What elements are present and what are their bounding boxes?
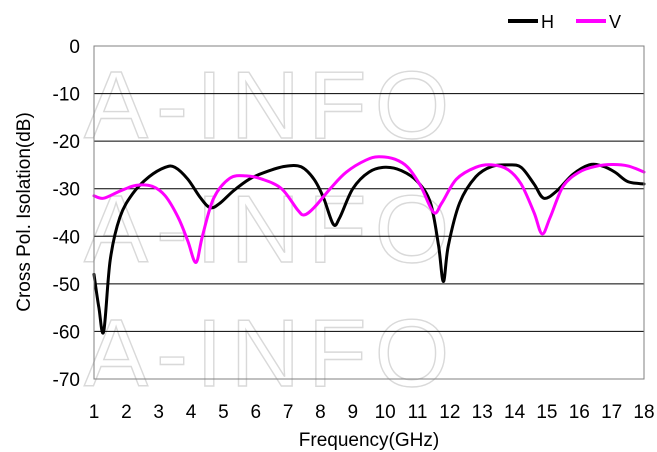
x-tick-label-3: 4 xyxy=(186,402,197,423)
watermark-layer: A-INFO A-INFO A-INFO xyxy=(83,51,457,407)
x-axis-title: Frequency(GHz) xyxy=(299,430,439,451)
x-tick-label-12: 13 xyxy=(472,402,493,423)
x-tick-label-11: 12 xyxy=(439,402,460,423)
plot-area-border xyxy=(93,45,645,380)
x-tick-label-6: 7 xyxy=(283,402,294,423)
y-tick-label-3: -30 xyxy=(53,180,80,201)
legend-label-h: H xyxy=(541,12,554,32)
x-tick-label-8: 9 xyxy=(348,402,359,423)
watermark-text-bottom: A-INFO xyxy=(84,300,457,407)
series-line-v xyxy=(92,155,646,265)
y-tick-label-7: -70 xyxy=(53,370,80,391)
x-tick-label-14: 15 xyxy=(536,402,557,423)
series-layer xyxy=(92,155,646,335)
x-tick-label-15: 16 xyxy=(569,402,590,423)
x-tick-label-4: 5 xyxy=(218,402,229,423)
x-tick-label-0: 1 xyxy=(89,402,100,423)
watermark-text-top: A-INFO xyxy=(84,52,457,159)
y-tick-label-6: -60 xyxy=(53,322,80,343)
y-axis-title: Cross Pol. Isolation(dB) xyxy=(14,112,35,312)
x-tick-label-13: 14 xyxy=(504,402,526,423)
watermark-text-middle: A-INFO xyxy=(84,176,457,283)
x-tick-label-1: 2 xyxy=(121,402,132,423)
x-tick-label-9: 10 xyxy=(375,402,396,423)
legend-label-v: V xyxy=(609,12,621,32)
x-tick-label-10: 11 xyxy=(408,402,428,423)
legend: H V xyxy=(508,12,621,32)
x-tick-label-17: 18 xyxy=(633,402,654,423)
x-tick-label-16: 17 xyxy=(601,402,622,423)
y-tick-label-5: -50 xyxy=(53,275,80,296)
x-tick-label-7: 8 xyxy=(315,402,326,423)
y-tick-label-2: -20 xyxy=(53,132,80,153)
x-tick-label-2: 3 xyxy=(153,402,164,423)
y-tick-label-1: -10 xyxy=(53,85,80,106)
y-tick-label-0: 0 xyxy=(69,37,80,58)
tick-label-layer: 0-10-20-30-40-50-60-701 2 3 4 5 6 7 8 9 10 11 12 13 1… xyxy=(53,37,655,423)
y-tick-label-4: -40 xyxy=(53,227,80,248)
x-tick-label-5: 6 xyxy=(250,402,261,423)
series-line-h xyxy=(92,162,646,335)
